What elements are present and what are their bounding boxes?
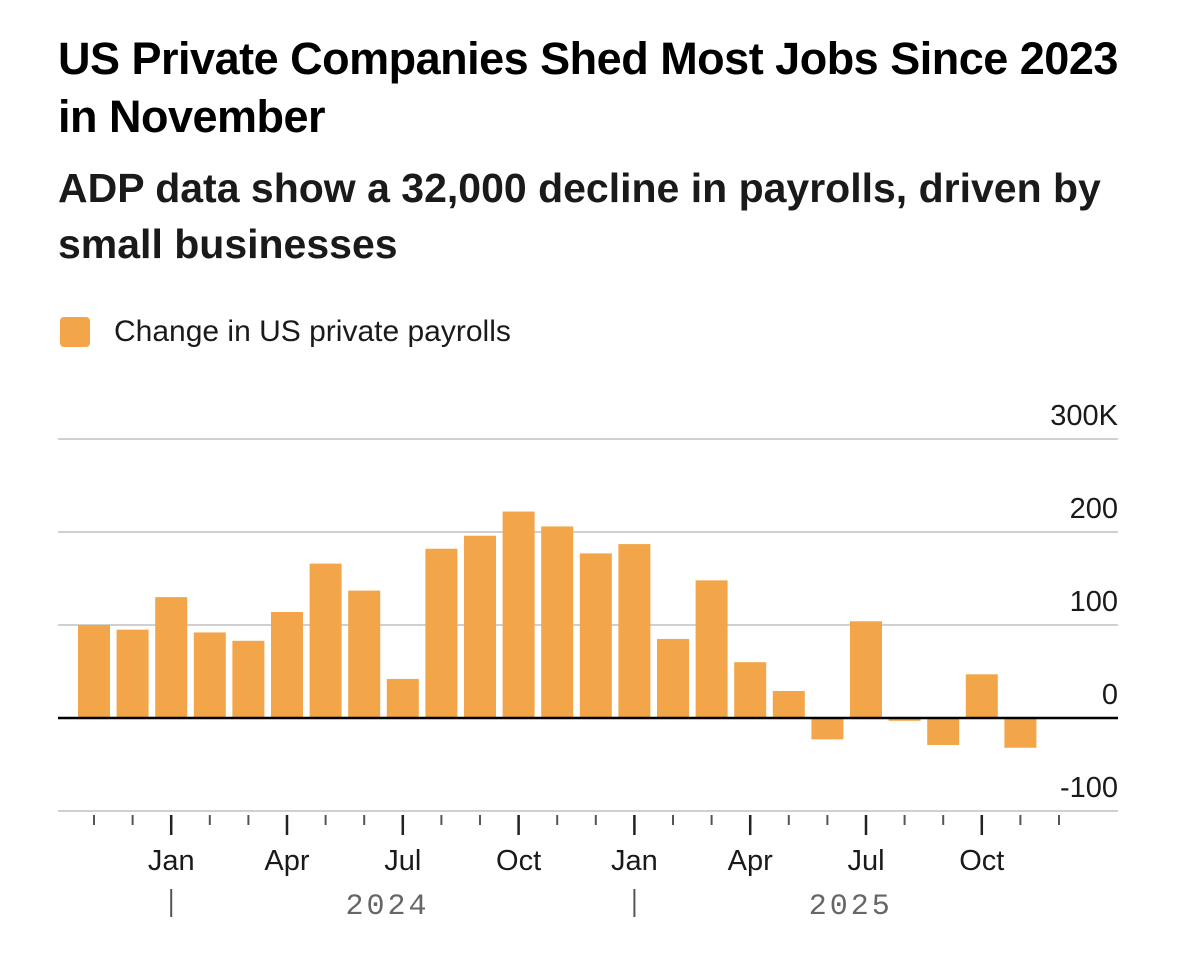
- bar: [579, 553, 612, 718]
- bar: [425, 548, 458, 718]
- bar: [464, 535, 496, 718]
- chart-subtitle: ADP data show a 32,000 decline in payrol…: [58, 165, 1101, 267]
- bar: [811, 718, 844, 740]
- bar: [348, 590, 381, 718]
- bar: [695, 580, 728, 718]
- bar: [116, 629, 149, 718]
- bar: [78, 625, 110, 718]
- x-tick-label: Jul: [384, 845, 421, 877]
- x-year-label: 2024: [345, 890, 429, 924]
- bar: [502, 511, 535, 718]
- x-tick-label: Oct: [496, 845, 541, 877]
- x-tick-label: Jan: [611, 845, 658, 877]
- y-tick-label: 100: [1070, 586, 1118, 618]
- bar: [772, 691, 805, 718]
- bar-chart: -100 0 100 200 300K Jan Apr Jul Oct Jan Apr Jul Oct 2…: [58, 400, 1119, 924]
- bar: [271, 611, 303, 718]
- y-tick-label: -100: [1060, 772, 1118, 804]
- bar: [1004, 718, 1037, 748]
- bar: [541, 526, 574, 718]
- bar: [193, 632, 226, 718]
- x-year-label: 2025: [809, 890, 893, 924]
- bar: [232, 640, 265, 718]
- bar: [657, 638, 689, 718]
- bar: [386, 678, 419, 718]
- x-tick-label: Jan: [148, 845, 195, 877]
- y-tick-label: 200: [1070, 493, 1118, 525]
- legend-swatch: [60, 317, 90, 347]
- bar: [850, 621, 882, 718]
- legend-label: Change in US private payrolls: [114, 315, 511, 348]
- chart-title: US Private Companies Shed Most Jobs Sinc…: [58, 33, 1118, 142]
- bar: [927, 718, 960, 745]
- legend: Change in US private payrolls: [60, 312, 511, 352]
- bar: [734, 662, 767, 718]
- bar: [155, 597, 188, 718]
- x-tick-label: Jul: [847, 845, 884, 877]
- y-tick-label: 0: [1102, 679, 1118, 711]
- bar: [618, 544, 651, 718]
- x-tick-label: Apr: [264, 845, 309, 877]
- x-tick-label: Apr: [728, 845, 773, 877]
- bar: [309, 563, 342, 718]
- bar: [888, 718, 921, 721]
- y-tick-label: 300K: [1050, 400, 1118, 432]
- x-tick-label: Oct: [959, 845, 1004, 877]
- bar: [965, 674, 998, 718]
